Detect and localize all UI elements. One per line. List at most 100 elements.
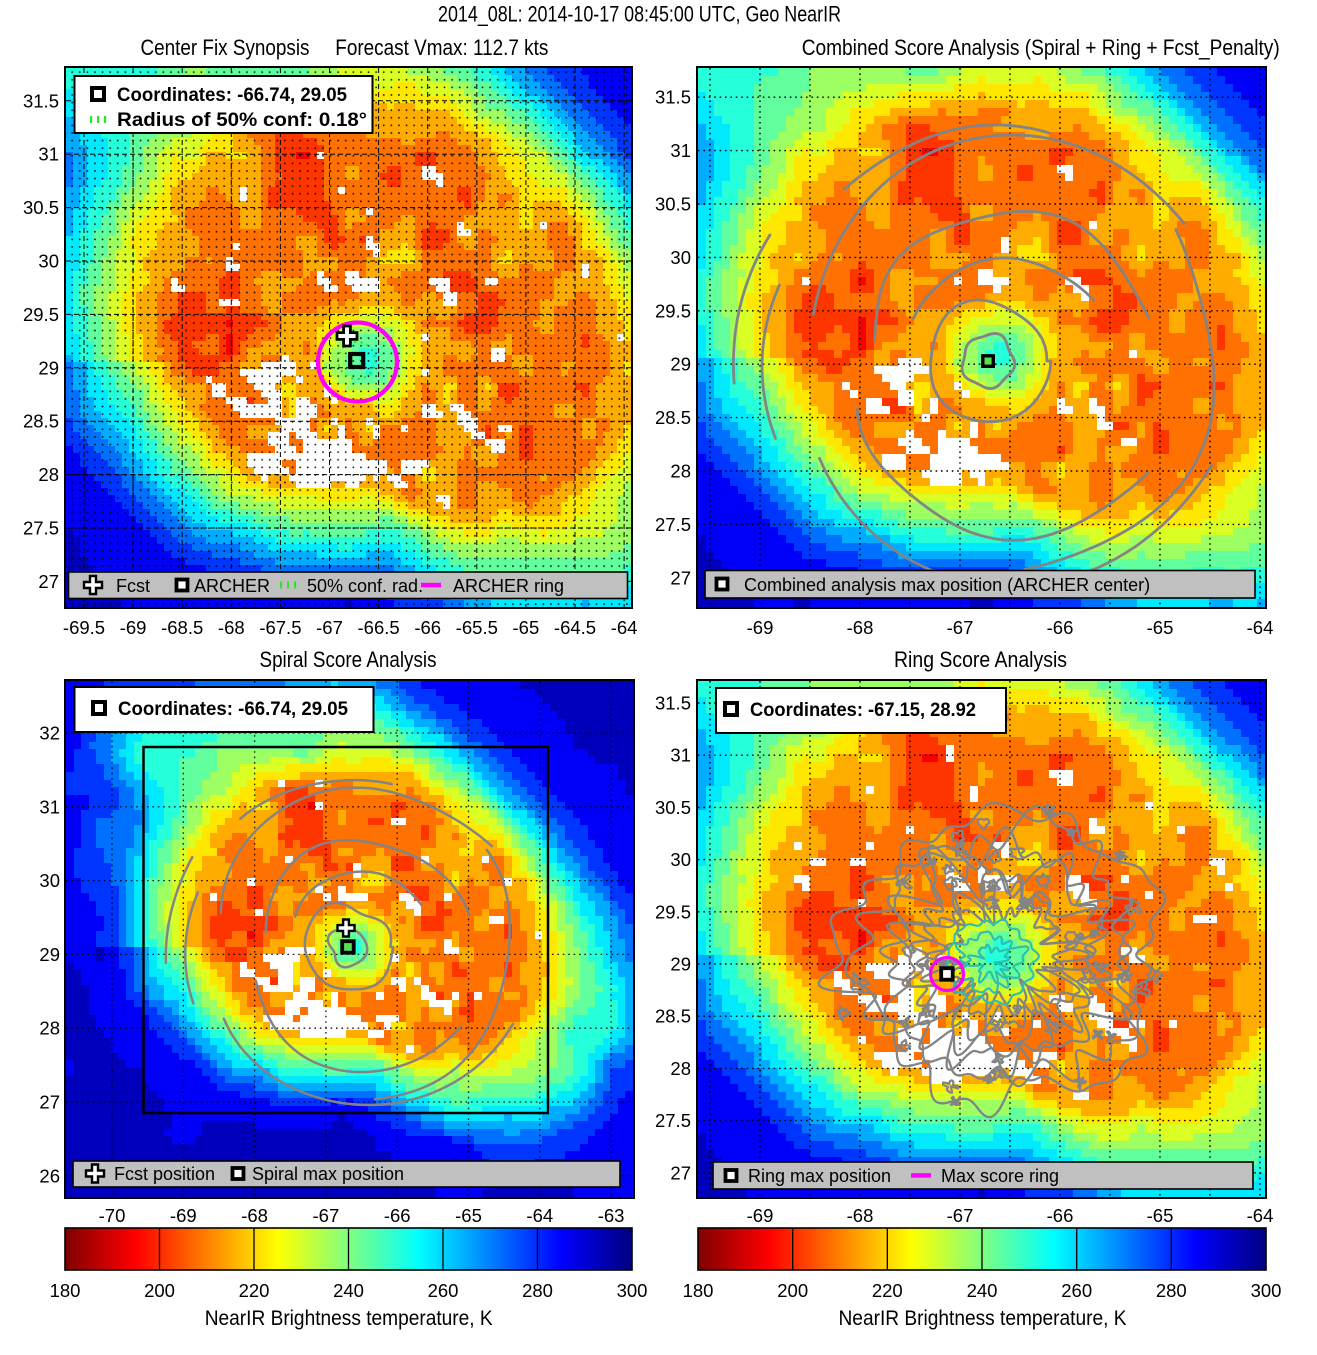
svg-text:27: 27 xyxy=(670,567,691,588)
svg-text:27.5: 27.5 xyxy=(655,1110,691,1131)
svg-text:-68: -68 xyxy=(218,617,245,638)
svg-text:28: 28 xyxy=(38,464,59,485)
svg-text:-64.5: -64.5 xyxy=(554,617,596,638)
svg-text:200: 200 xyxy=(144,1280,175,1301)
svg-text:-68: -68 xyxy=(241,1205,268,1226)
svg-text:200: 200 xyxy=(777,1280,808,1301)
svg-text:29: 29 xyxy=(670,954,691,975)
svg-text:-65.5: -65.5 xyxy=(456,617,498,638)
svg-text:31: 31 xyxy=(670,745,691,766)
svg-text:27: 27 xyxy=(38,571,59,592)
svg-text:29: 29 xyxy=(39,944,60,965)
svg-text:-67.5: -67.5 xyxy=(259,617,301,638)
svg-text:-64: -64 xyxy=(611,617,638,638)
svg-text:32: 32 xyxy=(39,723,60,744)
svg-text:-68.5: -68.5 xyxy=(161,617,203,638)
svg-text:27: 27 xyxy=(39,1092,60,1113)
svg-text:-68: -68 xyxy=(847,617,874,638)
svg-text:31: 31 xyxy=(38,144,59,165)
svg-text:Ring Score Analysis: Ring Score Analysis xyxy=(894,647,1067,672)
svg-text:-70: -70 xyxy=(99,1205,126,1226)
svg-text:240: 240 xyxy=(333,1280,364,1301)
svg-text:-69: -69 xyxy=(747,1205,774,1226)
svg-text:Spiral max position: Spiral max position xyxy=(252,1164,404,1184)
svg-text:26: 26 xyxy=(39,1165,60,1186)
svg-text:31.5: 31.5 xyxy=(655,87,691,108)
svg-text:30: 30 xyxy=(39,870,60,891)
svg-text:280: 280 xyxy=(1156,1280,1187,1301)
svg-text:29.5: 29.5 xyxy=(655,901,691,922)
svg-text:28.5: 28.5 xyxy=(655,1006,691,1027)
svg-text:Fcst position: Fcst position xyxy=(114,1164,215,1184)
svg-text:-66: -66 xyxy=(414,617,441,638)
svg-text:28: 28 xyxy=(670,461,691,482)
svg-text:29.5: 29.5 xyxy=(23,304,59,325)
svg-text:31.5: 31.5 xyxy=(655,693,691,714)
svg-text:Combined analysis max position: Combined analysis max position (ARCHER c… xyxy=(744,575,1150,595)
svg-text:260: 260 xyxy=(428,1280,459,1301)
svg-text:50% conf. rad.: 50% conf. rad. xyxy=(307,576,423,596)
svg-text:ARCHER ring: ARCHER ring xyxy=(453,576,564,596)
svg-text:30.5: 30.5 xyxy=(655,797,691,818)
svg-text:-66.5: -66.5 xyxy=(358,617,400,638)
svg-text:300: 300 xyxy=(1251,1280,1282,1301)
svg-text:Forecast Vmax: 112.7 kts: Forecast Vmax: 112.7 kts xyxy=(335,35,548,60)
svg-text:31: 31 xyxy=(670,140,691,161)
svg-text:30.5: 30.5 xyxy=(655,194,691,215)
svg-text:240: 240 xyxy=(967,1280,998,1301)
svg-text:Combined Score Analysis (Spira: Combined Score Analysis (Spiral + Ring +… xyxy=(802,35,1280,60)
svg-text:27.5: 27.5 xyxy=(655,514,691,535)
svg-text:Coordinates: -66.74, 29.05: Coordinates: -66.74, 29.05 xyxy=(118,699,348,720)
svg-text:-67: -67 xyxy=(316,617,343,638)
svg-text:-69: -69 xyxy=(747,617,774,638)
svg-text:Fcst: Fcst xyxy=(116,576,150,596)
svg-text:-66: -66 xyxy=(1047,1205,1074,1226)
svg-text:220: 220 xyxy=(239,1280,270,1301)
svg-text:260: 260 xyxy=(1061,1280,1092,1301)
svg-text:300: 300 xyxy=(617,1280,648,1301)
svg-text:29: 29 xyxy=(670,354,691,375)
svg-text:-67: -67 xyxy=(313,1205,340,1226)
svg-text:220: 220 xyxy=(872,1280,903,1301)
svg-text:-64: -64 xyxy=(1247,1205,1274,1226)
svg-text:Coordinates: -66.74, 29.05: Coordinates: -66.74, 29.05 xyxy=(117,85,347,106)
svg-text:30: 30 xyxy=(38,251,59,272)
svg-text:Center Fix Synopsis: Center Fix Synopsis xyxy=(141,35,310,60)
svg-text:-69: -69 xyxy=(120,617,147,638)
svg-text:ARCHER: ARCHER xyxy=(194,576,270,596)
svg-text:31.5: 31.5 xyxy=(23,90,59,111)
svg-text:Max score ring: Max score ring xyxy=(941,1166,1059,1186)
svg-text:-64: -64 xyxy=(1247,617,1274,638)
svg-text:NearIR Brightness temperature,: NearIR Brightness temperature, K xyxy=(839,1307,1127,1330)
svg-text:28: 28 xyxy=(670,1058,691,1079)
svg-text:-66: -66 xyxy=(384,1205,411,1226)
svg-text:-69.5: -69.5 xyxy=(63,617,105,638)
svg-text:-67: -67 xyxy=(947,1205,974,1226)
svg-text:28: 28 xyxy=(39,1018,60,1039)
svg-text:2014_08L: 2014-10-17 08:45:00: 2014_08L: 2014-10-17 08:45:00 UTC, Geo N… xyxy=(438,2,841,27)
svg-text:Spiral Score Analysis: Spiral Score Analysis xyxy=(260,647,437,672)
svg-text:Coordinates: -67.15, 28.92: Coordinates: -67.15, 28.92 xyxy=(750,700,976,721)
svg-text:27.5: 27.5 xyxy=(23,518,59,539)
svg-text:-65: -65 xyxy=(1147,1205,1174,1226)
svg-text:Ring max position: Ring max position xyxy=(748,1166,891,1186)
svg-text:30.5: 30.5 xyxy=(23,197,59,218)
svg-text:28.5: 28.5 xyxy=(655,407,691,428)
svg-text:-69: -69 xyxy=(170,1205,197,1226)
svg-text:29.5: 29.5 xyxy=(655,300,691,321)
svg-text:31: 31 xyxy=(39,796,60,817)
svg-text:Radius of 50% conf: 0.18°: Radius of 50% conf: 0.18° xyxy=(117,110,367,131)
svg-text:30: 30 xyxy=(670,247,691,268)
svg-text:NearIR Brightness temperature,: NearIR Brightness temperature, K xyxy=(205,1307,493,1330)
svg-text:180: 180 xyxy=(50,1280,81,1301)
svg-text:180: 180 xyxy=(683,1280,714,1301)
svg-text:-66: -66 xyxy=(1047,617,1074,638)
svg-text:-64: -64 xyxy=(526,1205,553,1226)
svg-text:-65: -65 xyxy=(1147,617,1174,638)
svg-text:-63: -63 xyxy=(598,1205,625,1226)
svg-text:-67: -67 xyxy=(947,617,974,638)
svg-text:-65: -65 xyxy=(513,617,540,638)
svg-text:27: 27 xyxy=(670,1162,691,1183)
svg-text:-68: -68 xyxy=(847,1205,874,1226)
svg-text:29: 29 xyxy=(38,357,59,378)
